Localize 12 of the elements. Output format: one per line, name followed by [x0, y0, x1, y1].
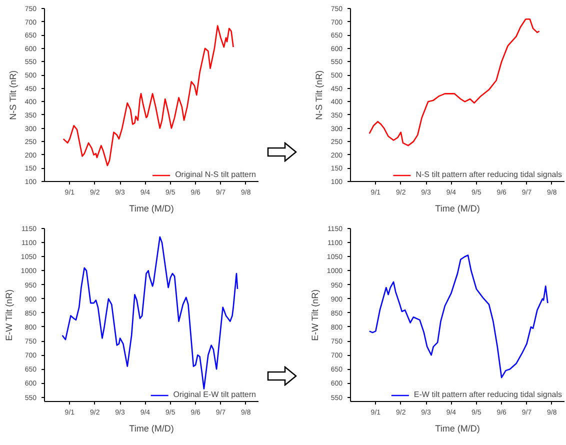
y-axis-title: N-S Tilt (nR): [8, 70, 18, 120]
legend-label: Original N-S tilt pattern: [175, 170, 256, 179]
y-axis-title: E-W Tilt (nR): [310, 289, 320, 341]
x-axis-title: Time (M/D): [435, 424, 480, 434]
x-axis-title: Time (M/D): [129, 424, 174, 434]
y-axis-title: N-S Tilt (nR): [314, 70, 324, 120]
y-axis-title: E-W Tilt (nR): [4, 289, 14, 341]
legend-label: Original E-W tilt pattern: [173, 390, 256, 399]
x-axis-title: Time (M/D): [129, 204, 174, 214]
x-axis-title: Time (M/D): [435, 204, 480, 214]
legend-label: E-W tilt pattern after reducing tidal signals: [414, 390, 562, 399]
legend-label: N-S tilt pattern after reducing tidal signals: [416, 170, 562, 179]
